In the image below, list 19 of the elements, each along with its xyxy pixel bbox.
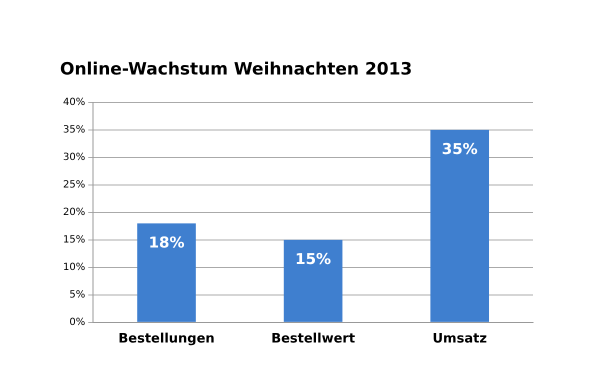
y-tick-label: 5% [69,289,86,300]
y-tick-label: 10% [62,262,86,273]
y-tick-label: 25% [62,179,86,190]
y-tick-label: 40% [62,96,86,108]
bar [284,240,342,322]
x-tick-label: Bestellwert [271,332,356,347]
x-tick-label: Bestellungen [118,332,215,347]
y-tick-label: 35% [62,124,86,136]
y-tick-label: 0% [69,316,86,328]
x-tick-label: Umsatz [432,332,487,347]
chart-title: Online-Wachstum Weihnachten 2013 [60,60,412,80]
data-label: 18% [148,233,184,252]
y-tick-label: 15% [62,234,86,246]
y-tick-label: 20% [62,206,86,218]
data-label: 35% [442,140,478,158]
y-tick-label: 30% [62,152,86,163]
data-label: 15% [295,250,332,268]
bar [430,130,490,322]
bar [137,223,196,322]
